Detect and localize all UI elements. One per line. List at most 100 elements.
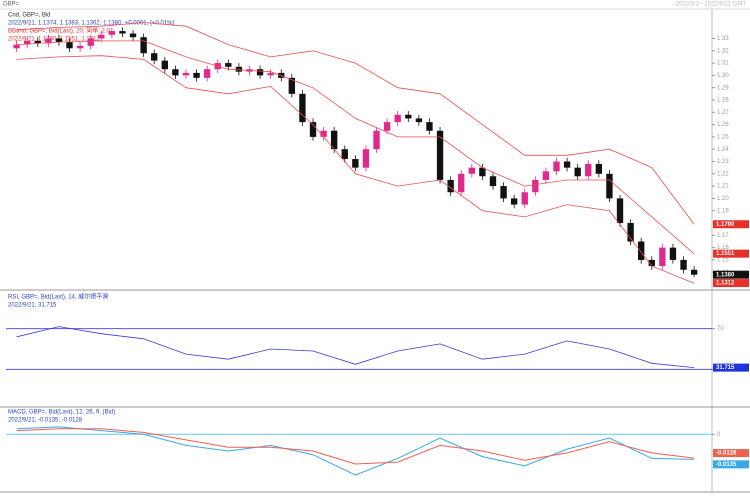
macd-line xyxy=(16,426,695,476)
indicator-header: 2022/9/21, 31.715 xyxy=(8,303,57,309)
macd-line xyxy=(16,428,695,465)
candle-body xyxy=(34,40,41,44)
y-tick-label: 1.33 xyxy=(717,36,729,42)
price-label-box xyxy=(713,249,749,258)
y-tick-label: 1.21 xyxy=(717,184,729,190)
bollinger-band xyxy=(16,22,695,225)
y-tick-label: 1.20 xyxy=(717,196,729,202)
rsi-value-label-box xyxy=(713,363,749,372)
price-label-box xyxy=(713,220,749,229)
candle-body xyxy=(426,122,433,131)
candle-body xyxy=(447,179,454,193)
candle-body xyxy=(320,130,327,137)
y-tick-label: 1.30 xyxy=(717,73,729,79)
y-tick-label: 1.31 xyxy=(717,61,729,67)
chart-title: GBP= xyxy=(3,2,20,8)
candle-body xyxy=(225,63,232,67)
y-tick-label: 0 xyxy=(717,432,721,438)
candle-body xyxy=(331,130,338,150)
bollinger-band xyxy=(16,40,695,255)
candle-body xyxy=(108,31,116,35)
indicator-header: MACD, GBP=, Bid(Last), 12, 26, 9, (Bid) xyxy=(8,410,115,416)
price-label-box xyxy=(713,279,749,288)
candle-body xyxy=(66,42,73,49)
indicator-header: RSI, GBP=, Bid(Last), 14, 威尔德平滑 xyxy=(8,293,108,301)
price-label-box xyxy=(713,270,749,279)
macd-value-label-box xyxy=(713,449,749,458)
candle-body xyxy=(352,159,359,168)
candle-body xyxy=(627,223,634,242)
y-tick-label: 1.32 xyxy=(717,48,729,54)
y-tick-label: 70 xyxy=(717,326,724,332)
candle-body xyxy=(585,163,592,177)
candle-body xyxy=(394,114,401,123)
candle-body xyxy=(299,93,306,123)
candle-body xyxy=(119,31,126,34)
candle-body xyxy=(362,149,370,168)
price-label: 1.1380 xyxy=(716,272,735,278)
bollinger-band xyxy=(16,55,695,284)
candle-body xyxy=(405,114,412,119)
y-tick-label: 1.29 xyxy=(717,85,729,91)
y-tick-label: 1.23 xyxy=(717,159,729,165)
range-note: 2022/1/3 - 2022/9/21 GMT xyxy=(676,2,747,8)
candle-body xyxy=(140,37,147,54)
y-tick-label: 1.26 xyxy=(717,122,729,128)
macd-value-label-box xyxy=(713,460,749,469)
candle-body xyxy=(542,171,550,180)
y-tick-label: 1.15 xyxy=(717,258,729,264)
candle-body xyxy=(373,130,380,150)
candle-body xyxy=(690,269,698,275)
candle-body xyxy=(659,247,666,267)
candle-body xyxy=(161,60,168,70)
candle-body xyxy=(606,173,613,199)
rsi-value-label: 31.715 xyxy=(716,365,735,371)
candle-body xyxy=(23,40,31,45)
y-tick-label: 1.16 xyxy=(717,245,729,251)
candle-body xyxy=(669,247,677,260)
y-tick-label: 1.28 xyxy=(717,98,729,104)
candle-body xyxy=(616,198,624,224)
candle-body xyxy=(436,130,444,180)
candle-body xyxy=(13,44,20,49)
candle-body xyxy=(415,118,423,123)
candle-body xyxy=(563,161,571,168)
rsi-line xyxy=(16,326,695,368)
candle-body xyxy=(256,69,264,76)
candle-body xyxy=(182,72,190,76)
candle-body xyxy=(468,167,475,174)
candle-body xyxy=(680,259,687,270)
candle-body xyxy=(98,34,105,39)
candle-body xyxy=(55,38,63,43)
candle-body xyxy=(595,163,603,174)
y-tick-label: 1.25 xyxy=(717,134,729,140)
macd-value-label: -0.0135 xyxy=(716,462,737,468)
candle-body xyxy=(341,149,348,160)
y-tick-label: 1.27 xyxy=(717,110,729,116)
indicator-header: BBand, GBP=, Bid(Last), 20, 简单, 2.0 xyxy=(8,27,111,35)
price-label: 1.1790 xyxy=(716,222,735,228)
candle-body xyxy=(532,179,539,193)
candle-body xyxy=(267,72,274,76)
y-tick-label: 1.17 xyxy=(717,233,729,239)
candle-body xyxy=(172,69,179,76)
candle-body xyxy=(203,69,211,78)
candle-body xyxy=(193,72,200,78)
indicator-header: 2022/9/21, 1.1374, 1.1383, 1.1362, 1.138… xyxy=(8,21,174,27)
indicator-header: 2022/9/21, -0.0135, -0.0128 xyxy=(8,418,83,424)
candle-body xyxy=(479,167,486,177)
candle-body xyxy=(288,77,296,94)
candle-body xyxy=(383,122,391,131)
candle-body xyxy=(45,38,52,44)
candle-body xyxy=(76,45,84,49)
candle-body xyxy=(235,66,243,72)
y-tick-label: 1.19 xyxy=(717,208,729,214)
candle-body xyxy=(510,198,518,205)
y-tick-label: 1.22 xyxy=(717,171,729,177)
candle-body xyxy=(574,167,581,177)
candle-body xyxy=(648,259,655,267)
price-label: 1.1551 xyxy=(716,251,735,257)
candle-body xyxy=(638,241,645,260)
